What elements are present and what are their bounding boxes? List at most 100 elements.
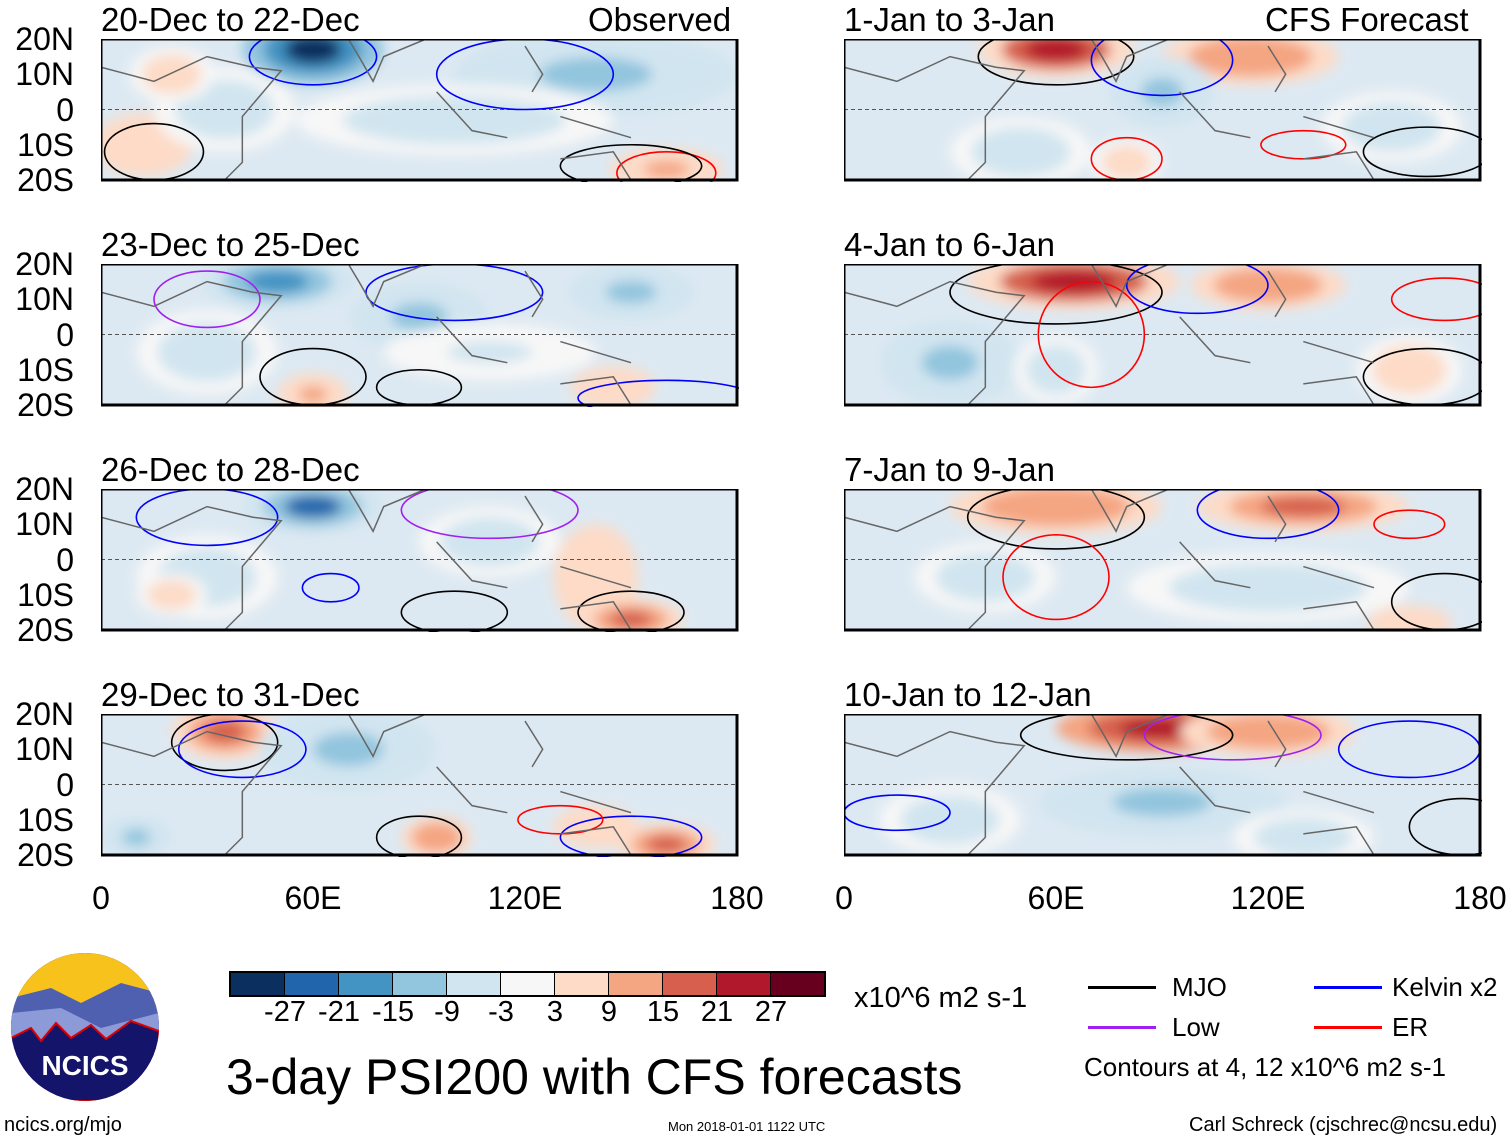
colorbar-tick: -21: [318, 996, 360, 1028]
map-panel: [842, 703, 1510, 866]
anomaly-blob: [1112, 152, 1141, 173]
y-tick-label: 10S: [17, 576, 74, 613]
colorbar-tick: 9: [600, 996, 618, 1028]
anomaly-blob: [461, 527, 518, 556]
y-tick-label: 0: [56, 766, 74, 803]
panel-title: 26-Dec to 28-Dec: [101, 451, 360, 488]
y-tick-label: 10N: [15, 731, 74, 768]
anomaly-blob: [390, 105, 518, 135]
y-tick-label: 20S: [17, 387, 74, 423]
y-tick-label: 20N: [15, 21, 74, 57]
colorbar-swatch: [393, 973, 447, 995]
anomaly-blob: [1232, 721, 1304, 742]
anomaly-blob: [313, 732, 384, 767]
colorbar-tick: -27: [264, 996, 306, 1028]
y-tick-label: 20N: [15, 471, 74, 507]
panel-title: 23-Dec to 25-Dec: [101, 226, 360, 263]
colorbar-swatch: [555, 973, 609, 995]
colorbar-swatch: [771, 973, 824, 995]
legend-er: ER: [1392, 1012, 1429, 1042]
legend-er-line: [1314, 1026, 1382, 1029]
colorbar-tick: 3: [546, 996, 564, 1028]
legend: MJO Kelvin x2 Low ER Contours at 4, 12 x…: [1084, 972, 1508, 1082]
y-tick-label: 0: [56, 541, 74, 578]
colorbar-tick: 27: [754, 996, 788, 1028]
legend-low: Low: [1172, 1012, 1220, 1042]
colorbar-swatch: [231, 973, 285, 995]
anomaly-blob: [1140, 77, 1184, 106]
anomaly-blob: [1363, 113, 1420, 142]
anomaly-blob: [646, 835, 687, 853]
anomaly-blob: [154, 62, 189, 86]
colorbar-tick: -15: [372, 996, 414, 1028]
colorbar: [229, 971, 826, 997]
wave-contour: [1260, 129, 1347, 160]
coastline: [843, 488, 1375, 631]
anomaly-blob: [447, 340, 533, 364]
coastline: [843, 263, 1375, 406]
colorbar-swatch: [717, 973, 771, 995]
anomaly-blob: [203, 720, 246, 743]
anomaly-blob: [1260, 496, 1346, 517]
map-panel: [99, 478, 739, 641]
coastline: [100, 263, 632, 406]
map-panel: [842, 21, 1492, 188]
ncics-logo: NCICS: [11, 953, 159, 1101]
y-tick-label: 20S: [17, 162, 74, 198]
colorbar-tick: -3: [488, 996, 514, 1028]
wave-contour: [517, 804, 604, 835]
map-panel: [842, 253, 1499, 407]
colorbar-swatch: [447, 973, 501, 995]
y-tick-label: 0: [56, 91, 74, 128]
anomaly-blob: [643, 160, 689, 178]
panel-title: 1-Jan to 3-Jan: [844, 1, 1055, 38]
y-tick-label: 0: [56, 316, 74, 353]
panel-title: 29-Dec to 31-Dec: [101, 676, 360, 713]
colorbar-swatch: [609, 973, 663, 995]
map-panel: [99, 253, 756, 417]
anomaly-blob: [196, 92, 253, 127]
colorbar-swatch: [285, 973, 339, 995]
anomaly-blob: [921, 805, 979, 834]
x-tick-label: 180: [1453, 880, 1507, 916]
colorbar-units: x10^6 m2 s-1: [854, 982, 1028, 1014]
y-tick-label: 10N: [15, 56, 74, 93]
y-tick-label: 10S: [17, 351, 74, 388]
y-tick-label: 10N: [15, 506, 74, 543]
anomaly-blob: [1039, 355, 1073, 384]
anomaly-blob: [1112, 788, 1212, 817]
anomaly-blob: [1275, 826, 1332, 849]
anomaly-blob: [390, 302, 448, 331]
x-tick-label: 120E: [487, 880, 563, 916]
y-tick-label: 20N: [15, 696, 74, 732]
x-tick-label: 60E: [1027, 880, 1085, 916]
legend-mjo-line: [1088, 986, 1156, 989]
x-tick-label: 0: [835, 880, 853, 916]
anomaly-blob: [539, 57, 653, 92]
wave-contour: [1002, 534, 1110, 621]
observed-label: Observed: [588, 1, 732, 38]
footer-url[interactable]: ncics.org/mjo: [4, 1114, 122, 1136]
y-tick-label: 20S: [17, 837, 74, 873]
anomaly-blob: [123, 132, 164, 158]
anomaly-blob: [122, 828, 151, 846]
map-panel: [842, 478, 1499, 641]
wave-contour: [177, 720, 307, 779]
anomaly-blob: [1031, 270, 1117, 293]
map-panel: [99, 703, 739, 866]
coastline: [843, 38, 1375, 181]
footer-timestamp: Mon 2018-01-01 1122 UTC: [668, 1119, 826, 1134]
wave-contour: [1037, 280, 1146, 389]
wave-contour: [1373, 509, 1446, 540]
anomaly-blob: [246, 270, 309, 293]
colorbar-tick: -9: [434, 996, 460, 1028]
panel-title: 4-Jan to 6-Jan: [844, 226, 1055, 263]
y-tick-label: 10S: [17, 801, 74, 838]
anomaly-blob: [157, 586, 186, 604]
anomaly-blob: [178, 335, 236, 370]
coastline: [843, 713, 1375, 856]
legend-mjo: MJO: [1172, 972, 1227, 1002]
logo-text: NCICS: [41, 1050, 129, 1081]
anomaly-blob: [609, 610, 653, 628]
panel-title: 7-Jan to 9-Jan: [844, 451, 1055, 488]
